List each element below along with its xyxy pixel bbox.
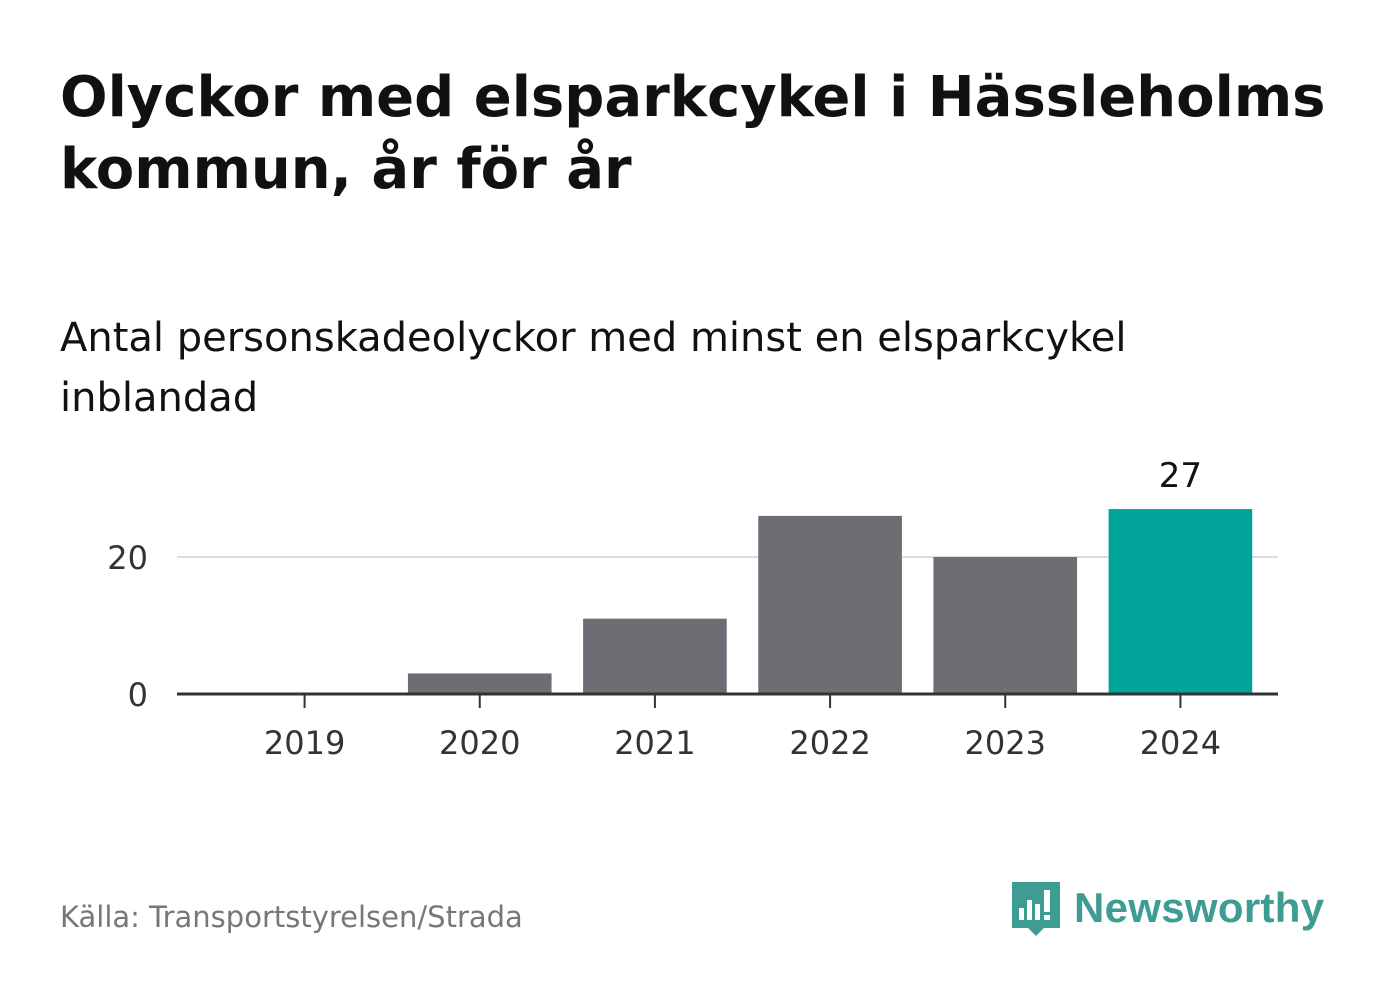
brand-logo[interactable]: Newsworthy	[1010, 878, 1324, 938]
x-tick-label: 2019	[264, 724, 345, 762]
x-tick-label: 2021	[614, 724, 695, 762]
x-tick-label: 2020	[439, 724, 520, 762]
y-tick-label: 0	[128, 676, 148, 714]
chart-title: Olyckor med elsparkcykel i Hässleholms k…	[60, 65, 1326, 202]
chart-subtitle: Antal personskadeolyckor med minst en el…	[60, 315, 1127, 421]
x-tick-label: 2023	[965, 724, 1046, 762]
bar-2021	[583, 618, 727, 694]
source-note: Källa: Transportstyrelsen/Strada	[60, 900, 523, 934]
bar-2022	[758, 515, 902, 694]
data-label-2024: 27	[1159, 456, 1202, 496]
brand-name: Newsworthy	[1074, 884, 1325, 931]
newsworthy-logo-icon	[1012, 882, 1060, 936]
y-tick-label: 20	[107, 539, 148, 577]
bar-2024	[1108, 509, 1253, 694]
x-tick-label: 2024	[1140, 724, 1221, 762]
x-tick-label: 2022	[789, 724, 870, 762]
bar-2023	[933, 557, 1078, 694]
bar-2020	[407, 673, 552, 694]
